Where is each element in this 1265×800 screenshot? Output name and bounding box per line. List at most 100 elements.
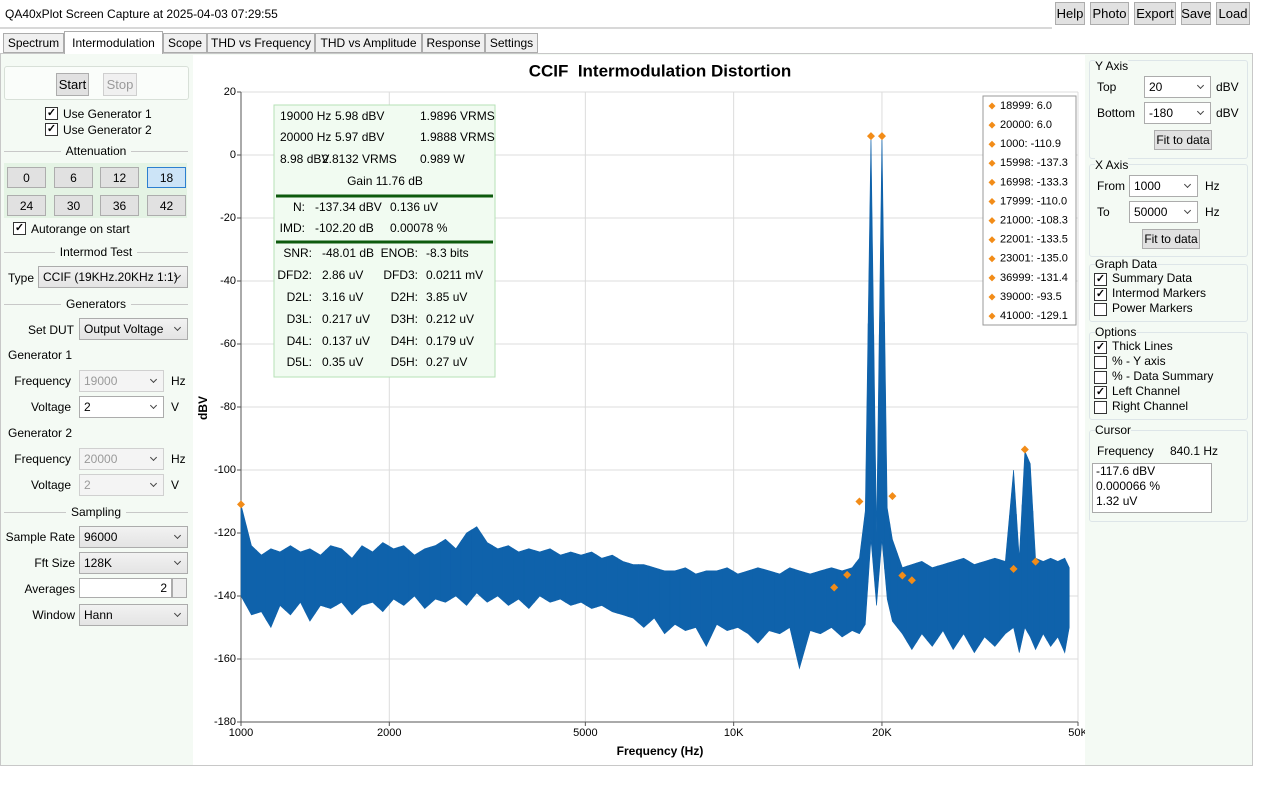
attenuation-button[interactable]: 36 (100, 195, 139, 216)
spectrum-segment (897, 553, 908, 643)
checkbox[interactable] (1094, 386, 1107, 399)
checkbox-label: Left Channel (1112, 384, 1181, 398)
spectrum-segment (314, 549, 326, 615)
y-axis-label: dBV (196, 396, 210, 420)
attenuation-button[interactable]: 0 (7, 167, 46, 188)
field-combo[interactable]: 96000 (79, 526, 188, 548)
attenuation-button[interactable]: 42 (147, 195, 186, 216)
toolbar-button[interactable]: Export (1134, 2, 1176, 25)
summary-text: 0.989 W (420, 152, 465, 166)
fit-button[interactable]: Fit to data (1142, 229, 1200, 249)
field-label: Voltage (30, 400, 71, 414)
top-combo[interactable]: 20 (1144, 76, 1211, 98)
field-combo[interactable]: 2 (79, 396, 164, 418)
summary-text: D3H: (391, 312, 418, 326)
spectrum-segment (398, 545, 410, 606)
field-label: Set DUT (27, 323, 74, 337)
combo-value: 96000 (84, 530, 118, 544)
group-box (1089, 332, 1248, 420)
attenuation-button[interactable]: 30 (54, 195, 93, 216)
attenuation-button[interactable]: 12 (100, 167, 139, 188)
tab[interactable]: Spectrum (3, 33, 64, 53)
toolbar-button[interactable]: Load (1216, 2, 1250, 25)
toolbar-button[interactable]: Help (1055, 2, 1085, 25)
spectrum-segment (638, 564, 650, 628)
tab[interactable]: Response (422, 33, 485, 53)
combo-value: 2 (84, 478, 91, 492)
input-value: 2 (160, 581, 167, 595)
combo-value: 128K (84, 556, 113, 570)
y-tick-label: -160 (214, 653, 236, 665)
unit: dBV (1216, 80, 1239, 94)
section-header: Attenuation (4, 144, 188, 158)
toolbar-button[interactable]: Photo (1090, 2, 1129, 25)
type-combo[interactable]: CCIF (19KHz.20KHz 1:1) (38, 266, 188, 288)
field-combo[interactable]: 128K (79, 552, 188, 574)
checkbox[interactable] (1094, 341, 1107, 354)
field-combo[interactable]: Hann (79, 604, 188, 626)
tab[interactable]: Intermodulation (64, 31, 163, 54)
toolbar-button[interactable]: Save (1181, 2, 1211, 25)
field-label: Type (8, 271, 35, 285)
checkbox[interactable] (1094, 371, 1107, 384)
field-label: Fft Size (34, 556, 75, 570)
field-label: To (1097, 205, 1110, 219)
marker (898, 571, 907, 580)
spinner[interactable] (172, 578, 187, 598)
spectrum-segment (968, 560, 980, 654)
attenuation-button[interactable]: 6 (54, 167, 93, 188)
checkbox[interactable] (1094, 356, 1107, 369)
checkbox[interactable] (13, 222, 26, 235)
spectrum-segment (325, 545, 337, 609)
checkbox[interactable] (1094, 401, 1107, 414)
unit: Hz (1205, 179, 1220, 193)
field-combo[interactable]: 2 (79, 474, 164, 496)
checkbox[interactable] (1094, 288, 1107, 301)
legend-label: 17999: -110.0 (1000, 195, 1067, 207)
summary-text: 1.9896 VRMS (420, 109, 495, 123)
summary-divider (276, 194, 493, 198)
summary-text: DFD3: (383, 268, 418, 282)
tab[interactable]: Settings (485, 33, 538, 53)
section-title: Intermod Test (59, 245, 133, 259)
legend-swatch (988, 236, 996, 244)
attenuation-button[interactable]: 24 (7, 195, 46, 216)
group-title: X Axis (1095, 158, 1129, 172)
checkbox[interactable] (45, 107, 58, 120)
tab[interactable]: THD vs Frequency (207, 33, 315, 53)
attenuation-button[interactable]: 18 (147, 167, 186, 188)
bottom-combo[interactable]: -180 (1144, 102, 1211, 124)
stop-button[interactable]: Stop (103, 73, 137, 96)
dut-combo[interactable]: Output Voltage (79, 318, 188, 340)
spectrum-segment (679, 567, 691, 631)
spectrum-segment (523, 548, 535, 610)
y-tick-label: -20 (220, 212, 236, 224)
summary-text: 19000 Hz (280, 109, 331, 123)
summary-text: Gain 11.76 dB (347, 174, 423, 188)
field-combo[interactable]: 19000 (79, 370, 164, 392)
start-button[interactable]: Start (56, 73, 89, 96)
combo-value: 20 (1149, 80, 1163, 94)
y-tick-label: 20 (224, 86, 236, 98)
spectrum-segment (284, 545, 296, 616)
checkbox[interactable] (45, 123, 58, 136)
summary-text: D2H: (391, 290, 418, 304)
to-combo[interactable]: 50000 (1129, 201, 1198, 223)
legend-label: 36999: -131.4 (1000, 272, 1068, 284)
checkbox[interactable] (1094, 303, 1107, 316)
tab[interactable]: Scope (163, 33, 207, 53)
marker (830, 583, 839, 592)
fit-button[interactable]: Fit to data (1154, 130, 1212, 150)
tab[interactable]: THD vs Amplitude (315, 33, 422, 53)
cursor-readout: -117.6 dBV 0.000066 % 1.32 uV (1092, 463, 1212, 513)
summary-text: SNR: (283, 246, 312, 260)
spectrum-segment (958, 557, 970, 645)
numeric-input[interactable]: 2 (79, 578, 172, 598)
spectrum-segment (742, 568, 754, 640)
group-title: Y Axis (1095, 59, 1129, 73)
checkbox[interactable] (1094, 273, 1107, 286)
field-combo[interactable]: 20000 (79, 448, 164, 470)
from-combo[interactable]: 1000 (1129, 175, 1198, 197)
summary-text: 8.98 dBV (280, 152, 329, 166)
summary-text: 20000 Hz (280, 130, 331, 144)
